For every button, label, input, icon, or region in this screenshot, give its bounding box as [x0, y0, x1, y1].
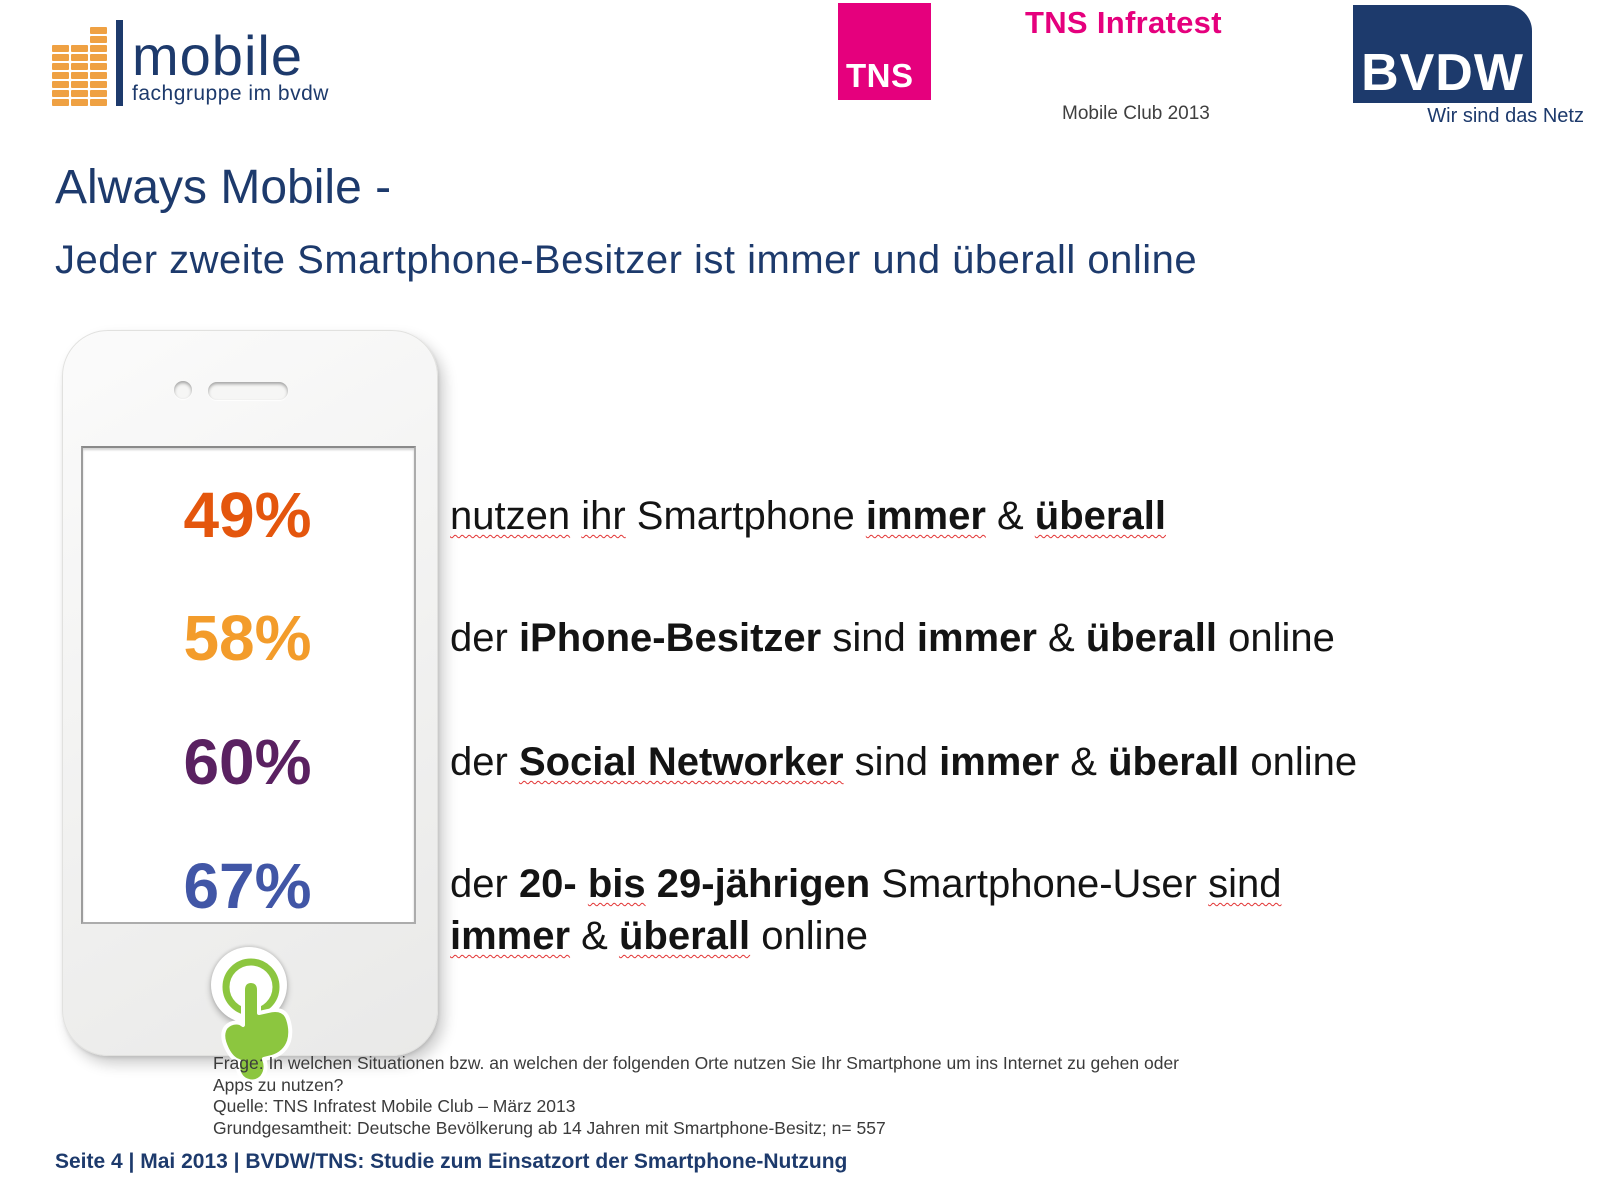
tns-infratest-wordmark: TNS Infratest — [1025, 5, 1222, 40]
mobile-fachgruppe-logo: mobile fachgruppe im bvdw — [52, 12, 329, 106]
tns-logo: TNS — [838, 3, 931, 100]
bvdw-tagline: Wir sind das Netz — [1427, 105, 1584, 127]
stat-text-2: der iPhone-Besitzer sind immer & überall… — [450, 612, 1335, 664]
mobile-club-label: Mobile Club 2013 — [1062, 103, 1210, 124]
stat-text-4: der 20- bis 29-jährigen Smartphone-User … — [450, 858, 1282, 962]
stat-text-line: der 20- bis 29-jährigen Smartphone-User … — [450, 862, 1282, 906]
stat-text-line: nutzen ihr Smartphone immer & überall — [450, 494, 1166, 538]
stat-text-line: immer & überall online — [450, 914, 868, 958]
footnote-line: Quelle: TNS Infratest Mobile Club – März… — [213, 1096, 576, 1116]
stat-value-1: 49% — [183, 479, 312, 551]
stat-text-1: nutzen ihr Smartphone immer & überall — [450, 490, 1166, 542]
bvdw-logo-label: BVDW — [1361, 44, 1524, 102]
logo-subtitle: fachgruppe im bvdw — [132, 82, 329, 105]
phone-speaker-icon — [208, 382, 288, 400]
phone-screen — [81, 446, 416, 924]
footnote-line: Frage: In welchen Situationen bzw. an we… — [213, 1053, 1180, 1073]
touch-hand-icon — [221, 958, 293, 1084]
smartphone-graphic — [62, 330, 438, 1084]
stat-text-line: der iPhone-Besitzer sind immer & überall… — [450, 616, 1335, 660]
logo-wordmark: mobile — [132, 24, 303, 87]
stat-value-3: 60% — [183, 726, 312, 798]
footnote-line: Apps zu nutzen? — [213, 1074, 344, 1095]
tns-logo-label: TNS — [846, 57, 914, 94]
slide-title: Always Mobile - — [55, 161, 392, 214]
bvdw-logo: BVDW — [1353, 5, 1532, 103]
equalizer-bars-icon — [52, 20, 107, 106]
footnotes: Frage: In welchen Situationen bzw. an we… — [213, 1053, 1179, 1139]
page-footer: Seite 4 | Mai 2013 | BVDW/TNS: Studie zu… — [55, 1150, 848, 1173]
stat-text-3: der Social Networker sind immer & überal… — [450, 736, 1357, 788]
stat-text-line: der Social Networker sind immer & überal… — [450, 740, 1358, 784]
footnote-line: Grundgesamtheit: Deutsche Bevölkerung ab… — [213, 1117, 886, 1138]
phone-camera-icon — [174, 381, 192, 399]
logo-divider — [116, 20, 123, 106]
stat-value-2: 58% — [183, 602, 312, 674]
stat-value-4: 67% — [183, 850, 312, 922]
slide-subtitle: Jeder zweite Smartphone-Besitzer ist imm… — [55, 238, 1198, 282]
